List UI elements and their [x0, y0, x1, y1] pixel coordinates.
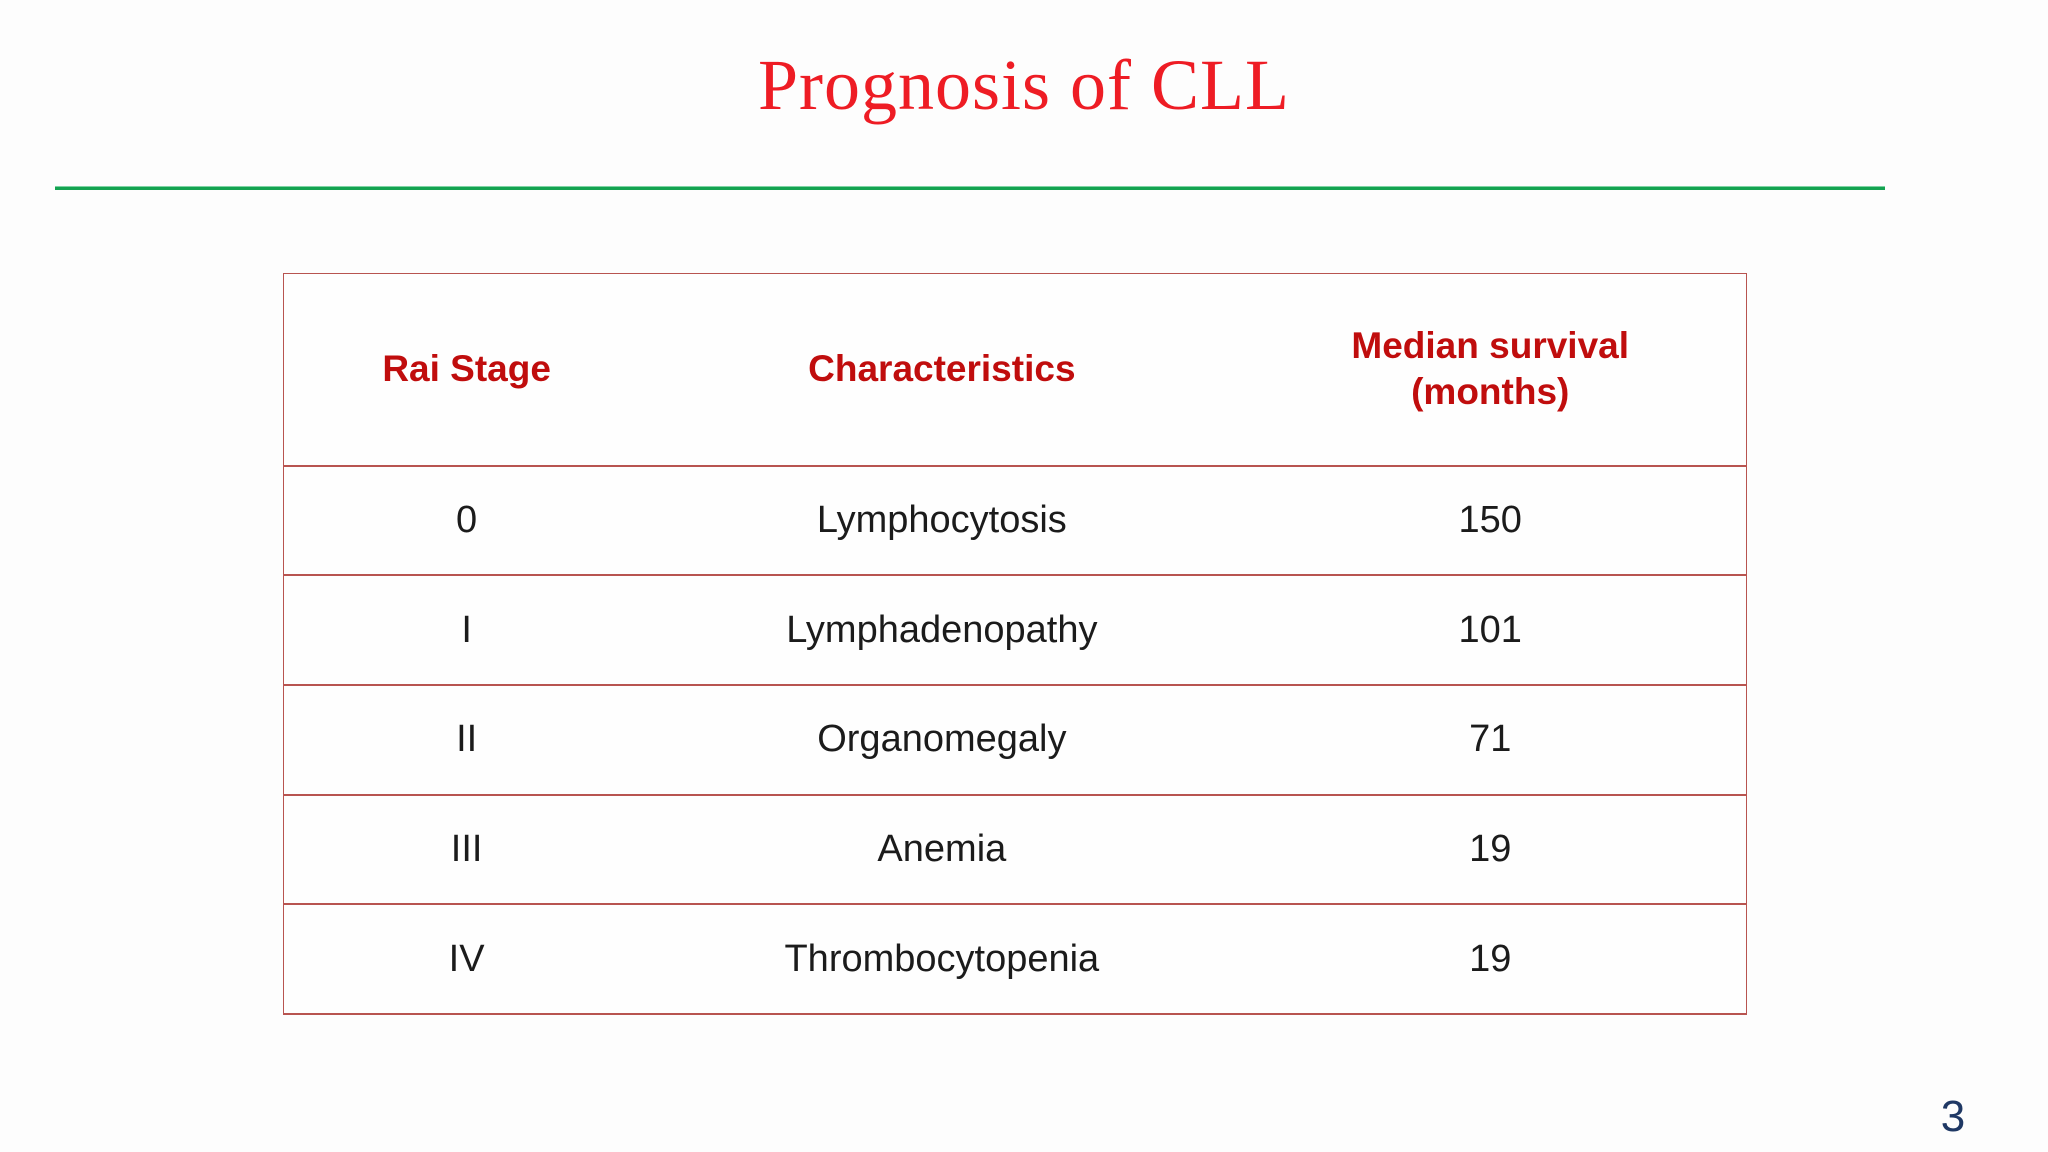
cell-characteristics: Anemia — [649, 793, 1235, 906]
page-title: Prognosis of CLL — [757, 45, 1291, 125]
column-header-rai-stage: Rai Stage — [283, 273, 650, 467]
cell-characteristics: Thrombocytopenia — [649, 903, 1235, 1015]
cell-stage: 0 — [283, 465, 650, 577]
cell-stage: IV — [283, 903, 650, 1015]
column-header-characteristics: Characteristics — [649, 273, 1235, 467]
cell-median-survival: 101 — [1234, 574, 1748, 686]
table-row: I Lymphadenopathy 101 — [283, 574, 1748, 686]
table-row: IV Thrombocytopenia 19 — [283, 903, 1748, 1015]
cell-characteristics: Organomegaly — [649, 683, 1235, 796]
cell-median-survival: 19 — [1234, 903, 1748, 1015]
cell-characteristics: Lymphadenopathy — [649, 574, 1235, 686]
table-row: 0 Lymphocytosis 150 — [283, 465, 1748, 577]
prognosis-table-container: Rai Stage Characteristics Median surviva… — [283, 273, 1748, 1015]
prognosis-table: Rai Stage Characteristics Median surviva… — [283, 273, 1748, 1015]
cell-median-survival: 19 — [1234, 793, 1748, 906]
table-row: II Organomegaly 71 — [283, 683, 1748, 796]
cell-characteristics: Lymphocytosis — [649, 465, 1235, 577]
divider-line — [55, 186, 1885, 190]
page-number: 3 — [1940, 1092, 1966, 1141]
column-header-median-survival: Median survival (months) — [1234, 273, 1748, 467]
cell-median-survival: 150 — [1234, 465, 1748, 577]
table-header-row: Rai Stage Characteristics Median surviva… — [283, 273, 1748, 467]
cell-stage: III — [283, 793, 650, 906]
cell-stage: II — [283, 683, 650, 796]
cell-median-survival: 71 — [1234, 683, 1748, 796]
table-row: III Anemia 19 — [283, 793, 1748, 906]
cell-stage: I — [283, 574, 650, 686]
